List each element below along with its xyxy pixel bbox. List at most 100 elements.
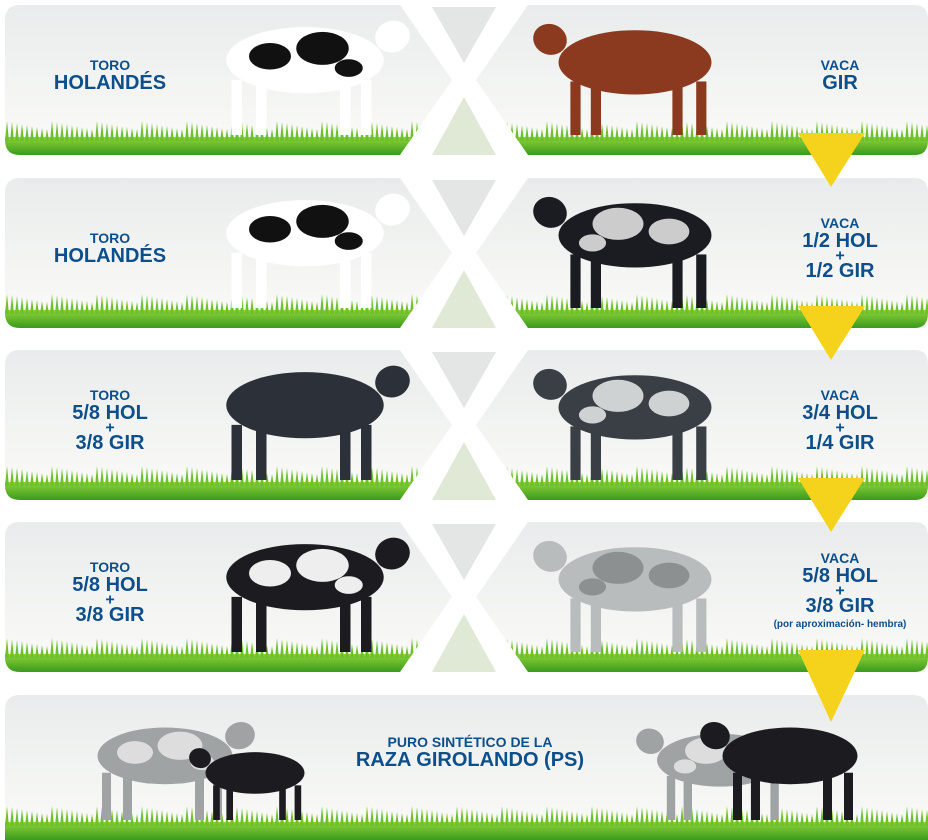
cow-leg [570, 81, 581, 135]
cow [533, 540, 712, 652]
cow-leg [696, 426, 707, 480]
cow-head [225, 721, 255, 750]
cow-head [533, 540, 567, 572]
grass-band [5, 822, 928, 840]
breed-label: + [105, 420, 114, 437]
cow-body [722, 727, 858, 785]
breed-label: TORO [90, 230, 130, 246]
grass-band [5, 654, 452, 672]
breed-label: + [105, 592, 114, 609]
cow-spot [648, 562, 690, 589]
breed-label: 1/2 GIR [806, 260, 875, 282]
cow-leg [361, 79, 372, 135]
cow-spot [648, 218, 690, 245]
breed-label: TORO [90, 57, 130, 73]
cow-leg [256, 596, 267, 652]
cow-head [636, 728, 664, 755]
cow-spot [296, 31, 349, 65]
cow-leg [823, 772, 832, 820]
cow-spot [296, 204, 349, 238]
cow [226, 20, 410, 135]
cow-spot [117, 741, 153, 764]
cow-spot [578, 234, 607, 252]
cow-leg [683, 775, 692, 820]
cow-leg [751, 772, 760, 820]
cow-leg [570, 254, 581, 308]
breed-label: VACA [821, 387, 860, 403]
breed-label: HOLANDÉS [54, 71, 166, 94]
cow-leg [844, 772, 853, 820]
breed-label: 5/8 HOL [802, 565, 878, 587]
cow-leg [590, 254, 601, 308]
cow-spot [648, 390, 690, 417]
grass-band [5, 482, 452, 500]
breed-label: 3/8 GIR [76, 604, 145, 626]
cow-head [533, 196, 567, 228]
cow-leg [231, 424, 242, 480]
cow-leg [294, 785, 302, 820]
cow-leg [590, 426, 601, 480]
breed-label: VACA [821, 215, 860, 231]
cow-leg [696, 81, 707, 135]
cow-leg [102, 772, 111, 820]
cow-leg [231, 252, 242, 308]
cow-leg [340, 596, 351, 652]
cow-body [205, 752, 305, 794]
cow-head [375, 20, 410, 53]
cow-body [226, 372, 384, 439]
breed-label: PURO SINTÉTICO DE LA [388, 734, 553, 750]
cow-head [375, 193, 410, 226]
cow-spot [592, 207, 644, 240]
x-top [432, 352, 496, 408]
cow-leg [340, 424, 351, 480]
note: (por aproximación- hembra) [774, 619, 907, 630]
cow [533, 368, 712, 480]
cow-leg [231, 79, 242, 135]
cow-leg [123, 772, 132, 820]
cow-spot [296, 548, 349, 582]
cow-leg [672, 598, 683, 652]
cow-leg [590, 598, 601, 652]
breed-label: + [835, 583, 844, 600]
cow-leg [256, 79, 267, 135]
cow-leg [231, 596, 242, 652]
breed-label: GIR [822, 72, 858, 94]
breed-label: 3/8 GIR [76, 432, 145, 454]
grass-band [5, 310, 452, 328]
cow-leg [361, 252, 372, 308]
cow-leg [672, 426, 683, 480]
cow-spot [578, 406, 607, 424]
breed-label: 5/8 HOL [72, 402, 148, 424]
breed-label: VACA [821, 57, 860, 73]
cow [189, 748, 305, 820]
cow-leg [340, 79, 351, 135]
cow-head [700, 721, 730, 750]
cow-leg [570, 426, 581, 480]
breed-label: 1/2 HOL [802, 230, 878, 252]
cow-leg [570, 598, 581, 652]
cow-head [375, 537, 410, 570]
cow-spot [249, 43, 291, 70]
cow-leg [590, 81, 601, 135]
breed-label: 1/4 GIR [806, 432, 875, 454]
cow-spot [334, 232, 363, 250]
breed-label: 3/4 HOL [802, 402, 878, 424]
cow-leg [279, 785, 286, 820]
cow-leg [672, 254, 683, 308]
cow-leg [213, 785, 220, 820]
cow-spot [578, 578, 607, 596]
x-top [432, 180, 496, 236]
cow-leg [696, 254, 707, 308]
grass-band [5, 137, 452, 155]
breed-label: 3/8 GIR [806, 595, 875, 617]
cow-leg [733, 772, 742, 820]
cow-spot [673, 759, 697, 774]
breed-label: HOLANDÉS [54, 244, 166, 267]
down-arrow [798, 478, 865, 532]
cow [533, 196, 712, 308]
cow-spot [592, 379, 644, 412]
cow-head [375, 365, 410, 398]
breed-label: 5/8 HOL [72, 574, 148, 596]
breed-label: + [835, 248, 844, 265]
